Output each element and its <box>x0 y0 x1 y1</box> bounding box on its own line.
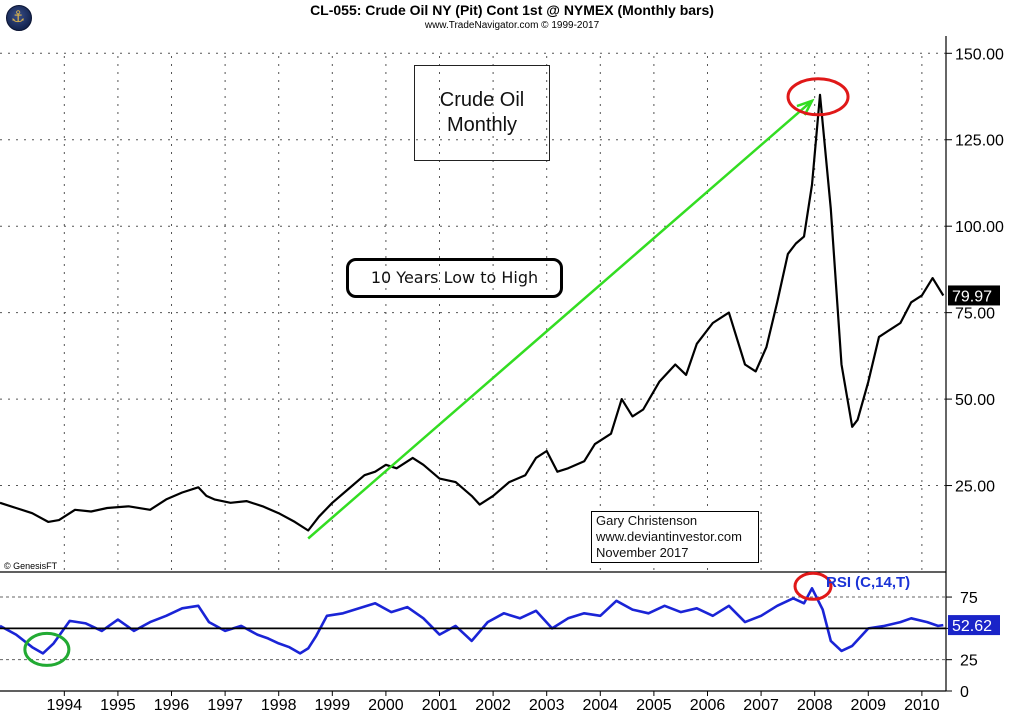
rsi-tick-label: 0 <box>960 684 969 701</box>
rsi-series-line <box>0 586 944 655</box>
rsi-last-value-badge <box>948 615 1000 636</box>
year-tick-label: 1998 <box>261 697 297 714</box>
rsi-last-value-label: 52.62 <box>952 618 992 635</box>
year-tick-label: 2008 <box>797 697 833 714</box>
price-tick-label: 25.00 <box>955 479 995 496</box>
price-gridlines <box>0 52 946 572</box>
price-tick-label: 125.00 <box>955 133 1004 150</box>
credit-box: Gary Christenson www.deviantinvestor.com… <box>591 511 759 563</box>
year-axis-ticks: 1994 1995 1996 1997 1998 1999 2000 2001 2002 2003… <box>47 691 940 714</box>
year-tick-label: 1994 <box>47 697 83 714</box>
price-tick-label: 75.00 <box>955 306 995 323</box>
year-tick-label: 2004 <box>582 697 618 714</box>
arrow-shaft <box>307 99 813 540</box>
low-to-high-arrow <box>307 98 815 540</box>
credit-website: www.deviantinvestor.com <box>596 529 742 544</box>
last-value-badges: 79.97 52.62 <box>948 285 1000 636</box>
year-tick-label: 2000 <box>368 697 404 714</box>
info-box-line1: Crude Oil <box>439 89 525 111</box>
genesis-copyright: © GenesisFT <box>4 561 58 571</box>
year-tick-label: 1996 <box>154 697 190 714</box>
chart-frame <box>0 36 947 692</box>
price-tick-label: 150.00 <box>955 46 1004 63</box>
year-tick-label: 2005 <box>636 697 672 714</box>
price-tick-label: 100.00 <box>955 219 1004 236</box>
price-last-value-label: 79.97 <box>952 288 992 305</box>
price-axis-ticks: 150.00 125.00 100.00 75.00 50.00 25.00 <box>946 46 1004 496</box>
ten-years-label: 10 Years Low to High <box>346 258 563 298</box>
rsi-low-circle <box>23 631 71 667</box>
price-series-line <box>0 93 945 532</box>
chart-subtitle: www.TradeNavigator.com © 1999-2017 <box>424 20 600 31</box>
year-tick-label: 2009 <box>850 697 886 714</box>
crude-oil-monthly-box: Crude Oil Monthly <box>414 65 550 161</box>
arrow-head <box>796 98 815 116</box>
trade-navigator-logo-icon <box>6 5 32 31</box>
year-tick-label: 2006 <box>690 697 726 714</box>
year-tick-label: 2007 <box>743 697 779 714</box>
price-tick-label: 50.00 <box>955 392 995 409</box>
year-tick-label: 1999 <box>315 697 351 714</box>
rsi-axis-ticks: 7550250 <box>946 590 978 701</box>
year-tick-label: 2001 <box>422 697 458 714</box>
year-tick-label: 1995 <box>100 697 136 714</box>
rsi-tick-label: 75 <box>960 590 978 607</box>
rsi-peak-circle <box>793 571 833 601</box>
price-peak-circle <box>786 77 850 117</box>
rsi-indicator-label: RSI (C,14,T) <box>826 574 911 591</box>
rsi-gridlines <box>0 596 946 661</box>
price-last-value-badge <box>948 285 1000 306</box>
rsi-tick-label: 25 <box>960 653 978 670</box>
year-tick-label: 2010 <box>904 697 940 714</box>
info-box-line2: Monthly <box>446 114 518 136</box>
credit-author: Gary Christenson <box>596 513 698 528</box>
credit-date: November 2017 <box>596 545 689 560</box>
highlight-circles <box>23 77 850 667</box>
chart-title: CL-055: Crude Oil NY (Pit) Cont 1st @ NY… <box>310 2 714 18</box>
year-tick-label: 1997 <box>207 697 243 714</box>
year-tick-label: 2003 <box>529 697 565 714</box>
year-tick-label: 2002 <box>475 697 511 714</box>
